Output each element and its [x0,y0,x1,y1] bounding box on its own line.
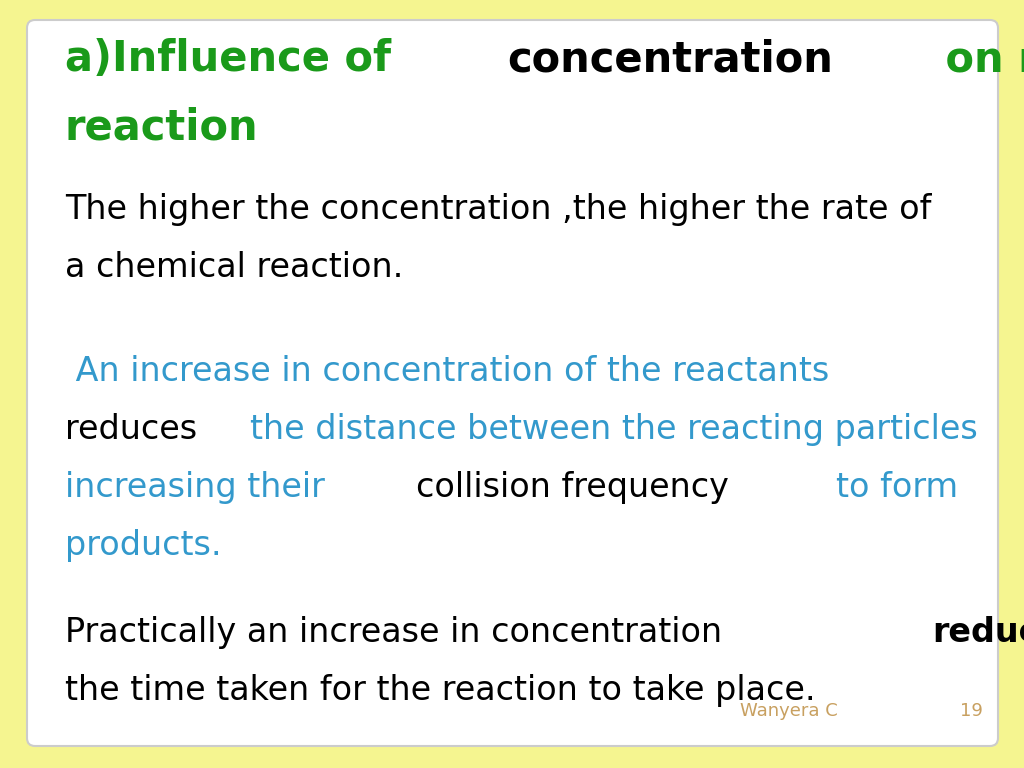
Text: An increase in concentration of the reactants: An increase in concentration of the reac… [65,356,829,389]
Text: Wanyera C: Wanyera C [740,702,838,720]
Text: reduces: reduces [932,616,1024,649]
Text: The higher the concentration ,the higher the rate of: The higher the concentration ,the higher… [65,194,932,227]
Text: a)Influence of: a)Influence of [65,38,406,80]
Text: concentration: concentration [507,38,834,80]
Text: the time taken for the reaction to take place.: the time taken for the reaction to take … [65,674,816,707]
Text: on rate of: on rate of [931,38,1024,80]
Text: collision frequency: collision frequency [417,472,739,504]
Text: to form: to form [837,472,958,504]
FancyBboxPatch shape [27,20,998,746]
Text: increasing their: increasing their [65,472,336,504]
Text: reaction: reaction [65,106,259,148]
Text: products.: products. [65,529,221,562]
Text: Practically an increase in concentration: Practically an increase in concentration [65,616,733,649]
Text: reduces: reduces [65,413,208,446]
Text: a chemical reaction.: a chemical reaction. [65,251,403,284]
Text: 19: 19 [961,702,983,720]
Text: the distance between the reacting particles: the distance between the reacting partic… [251,413,978,446]
